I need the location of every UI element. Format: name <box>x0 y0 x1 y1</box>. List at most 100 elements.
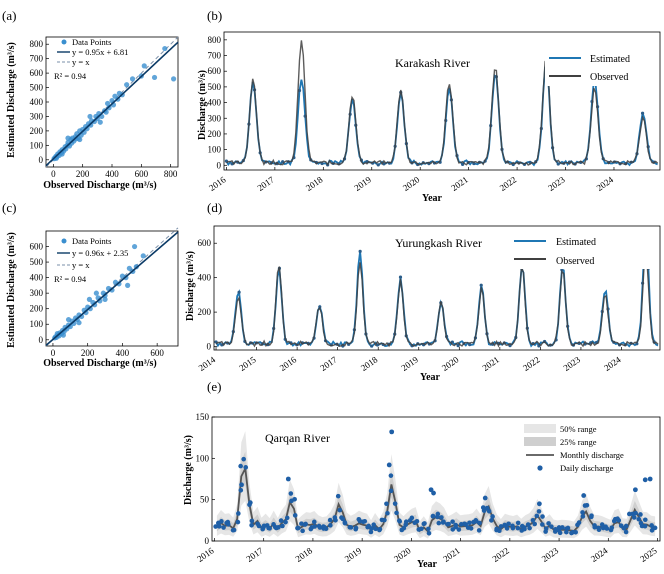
chart-d-xlabel: Year <box>420 372 441 383</box>
chart-e-daily-point <box>456 527 462 532</box>
chart-e-daily-point <box>647 476 653 482</box>
chart-e-daily-point <box>592 524 598 530</box>
chart-e-xtick-label: 2016 <box>195 545 216 564</box>
chart-e-xtick-label: 2022 <box>491 545 511 564</box>
chart-e-daily-point <box>385 510 390 516</box>
chart-b-marker <box>472 161 476 166</box>
chart-e-legend-50-symbol <box>524 424 556 433</box>
chart-e-daily-point <box>468 526 474 531</box>
chart-b-ytick-label: 300 <box>208 113 222 123</box>
chart-e-daily-point <box>439 515 444 520</box>
chart-e-daily-point <box>450 519 455 524</box>
chart-c-ylabel: Estimated Discharge (m³/s) <box>6 232 17 348</box>
chart-d-series-observed <box>215 251 659 348</box>
chart-c-xlabel: Observed Discharge (m³/s) <box>43 358 157 369</box>
chart-a-point <box>162 45 168 52</box>
chart-e-daily-point <box>532 521 538 527</box>
chart-b-ytick-label: 700 <box>208 51 222 61</box>
chart-c-fit-line <box>45 231 179 346</box>
chart-d-xtick-label: 2024 <box>602 354 623 373</box>
chart-e-daily-point <box>322 524 327 530</box>
chart-e-daily-point <box>213 524 218 529</box>
chart-e-daily-point <box>236 511 241 516</box>
chart-e-legend-25-symbol <box>524 437 556 446</box>
chart-d-xtick-label: 2014 <box>197 354 218 373</box>
chart-e-daily-point <box>292 513 298 518</box>
panel-label-a: (a) <box>2 8 16 23</box>
chart-c: Observed Discharge (m³/s) Estimated Disc… <box>6 227 179 369</box>
chart-e-daily-point <box>328 523 333 528</box>
chart-a-xtick-label: 600 <box>135 169 149 179</box>
chart-d-xtick-label: 2022 <box>521 354 541 373</box>
chart-e-daily-point <box>482 495 488 501</box>
chart-e-daily-point <box>462 521 467 527</box>
chart-e-daily-point <box>249 522 254 528</box>
chart-e-daily-point <box>389 429 395 435</box>
chart-b-xlabel: Year <box>422 193 443 204</box>
chart-c-xtick-label: 200 <box>81 348 95 358</box>
chart-e-daily-point <box>373 526 378 532</box>
panel-label-b: (b) <box>207 8 222 23</box>
chart-e-daily-point <box>397 519 403 524</box>
chart-e-daily-point <box>536 509 542 514</box>
chart-a-legend-fit: y = 0.95x + 6.81 <box>72 47 128 57</box>
chart-e-daily-point <box>247 502 252 508</box>
chart-d-xtick-label: 2023 <box>562 354 583 373</box>
chart-e-daily-point <box>292 497 297 502</box>
chart-a-ytick-label: 800 <box>30 39 44 49</box>
chart-e-daily-point <box>422 521 427 526</box>
chart-e-daily-point <box>642 523 648 529</box>
chart-c-legend-identity: y = x <box>72 260 90 270</box>
chart-e-daily-point <box>348 525 354 530</box>
chart-b-xtick-label: 2017 <box>256 174 277 193</box>
chart-e-daily-point <box>407 518 413 523</box>
chart-e-daily-point <box>580 514 586 519</box>
chart-b-ytick-label: 200 <box>208 129 222 139</box>
chart-e-daily-point <box>638 520 644 526</box>
chart-c-point <box>126 265 132 271</box>
chart-c-point <box>131 243 138 250</box>
chart-a-xtick-label: 400 <box>105 169 119 179</box>
chart-a-xlabel: Observed Discharge (m³/s) <box>43 180 157 191</box>
chart-a-ytick-label: 200 <box>30 126 44 136</box>
chart-d-ytick-label: 200 <box>198 307 212 317</box>
chart-e-daily-point <box>522 526 527 532</box>
chart-e-daily-point <box>596 527 602 533</box>
chart-e-daily-point <box>241 456 246 462</box>
chart-a-ytick-label: 500 <box>30 83 44 93</box>
chart-e-daily-point <box>565 525 571 531</box>
chart-c-xtick-label: 400 <box>116 348 130 358</box>
chart-b-marker <box>376 163 380 167</box>
chart-e-daily-point <box>486 508 492 514</box>
chart-e-daily-point <box>652 525 658 531</box>
chart-c-point <box>140 253 146 259</box>
chart-e-daily-point <box>428 487 434 493</box>
chart-e-daily-point <box>340 516 346 522</box>
chart-e-daily-point <box>441 519 446 525</box>
chart-e-daily-point <box>430 513 436 519</box>
chart-d-marker <box>358 249 362 254</box>
chart-e-daily-point <box>243 465 249 470</box>
chart-b-xtick-label: 2021 <box>449 174 469 193</box>
chart-e-daily-point <box>426 530 432 536</box>
chart-e-daily-point <box>230 527 236 533</box>
chart-a-point <box>87 113 93 120</box>
chart-e-daily-point <box>477 520 482 526</box>
chart-b-ytick-label: 100 <box>208 145 222 155</box>
chart-c-ytick-label: 100 <box>30 319 44 329</box>
chart-e-daily-point <box>527 525 532 531</box>
chart-d-ytick-label: 600 <box>198 238 212 248</box>
chart-e-daily-point <box>557 530 563 536</box>
chart-a-ylabel: Estimated Discharge (m³/s) <box>6 42 17 158</box>
chart-d-marker <box>237 290 241 294</box>
chart-b-frame <box>223 31 661 171</box>
chart-e-ytick-label: 100 <box>196 453 210 463</box>
chart-e-daily-point <box>267 526 272 531</box>
chart-d-marker <box>468 343 472 347</box>
chart-e-xtick-label: 2025 <box>638 545 659 564</box>
chart-c-ytick-label: 0 <box>39 335 44 345</box>
chart-a-legend-point-symbol <box>61 39 67 45</box>
chart-e-daily-point <box>515 525 521 531</box>
chart-e-daily-point <box>312 524 317 529</box>
chart-e-xtick-label: 2017 <box>244 545 265 564</box>
